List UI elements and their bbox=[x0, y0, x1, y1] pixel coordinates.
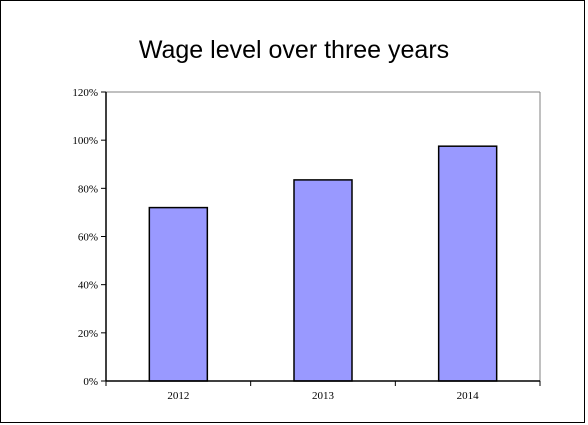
y-tick-label: 100% bbox=[72, 135, 98, 147]
plot-area: 0% 20% 40% 60% 80% 100% 120% 2012 2013 2014 bbox=[72, 87, 541, 402]
y-tick-label: 40% bbox=[78, 280, 98, 292]
chart-title: Wage level over three years bbox=[138, 36, 450, 64]
y-tick-label: 120% bbox=[72, 87, 98, 99]
y-tick-label: 20% bbox=[78, 328, 98, 340]
bar-2013 bbox=[293, 179, 353, 382]
bar-2014 bbox=[437, 145, 498, 382]
y-tick-label: 0% bbox=[83, 376, 98, 388]
x-tick-label: 2014 bbox=[457, 390, 480, 402]
bar-2012 bbox=[148, 206, 209, 382]
y-tick-label: 60% bbox=[78, 232, 98, 244]
y-tick-label: 80% bbox=[78, 183, 98, 195]
x-tick-label: 2013 bbox=[312, 390, 335, 402]
x-tick-label: 2012 bbox=[167, 390, 189, 402]
